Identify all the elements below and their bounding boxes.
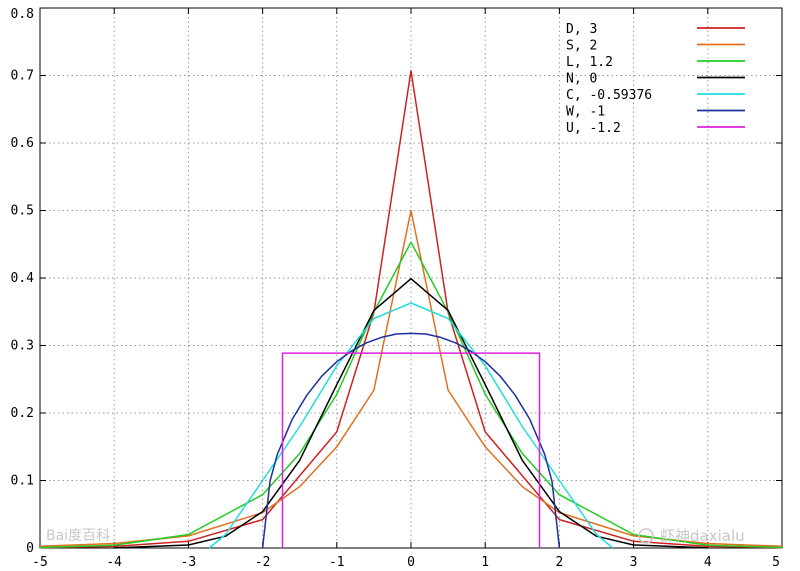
x-tick-label: 5 <box>772 555 780 570</box>
series-line-2 <box>39 241 783 549</box>
y-tick-label: 0.4 <box>11 271 35 286</box>
y-tick-label: 0.1 <box>11 474 34 489</box>
x-tick-label: 1 <box>481 555 489 570</box>
y-tick-label: 0.8 <box>11 7 34 22</box>
y-tick-label: 0.2 <box>11 406 34 421</box>
series-line-6 <box>281 352 541 548</box>
watermark-text: 虾神daxialu <box>660 527 745 545</box>
legend-label: W, -1 <box>566 105 605 120</box>
series-line-0 <box>39 70 783 549</box>
x-tick-label: -3 <box>181 555 197 570</box>
y-tick-label: 0 <box>26 541 34 556</box>
x-tick-label: -5 <box>32 555 48 570</box>
x-tick-label: 3 <box>630 555 638 570</box>
series-line-3 <box>114 277 708 549</box>
x-tick-label: -2 <box>255 555 271 570</box>
series-line-1 <box>39 209 783 548</box>
y-tick-label: 0.6 <box>11 136 34 151</box>
series-line-4 <box>208 302 614 549</box>
legend-label: L, 1.2 <box>566 55 613 70</box>
x-tick-label: 4 <box>704 555 712 570</box>
legend-label: S, 2 <box>566 39 597 54</box>
legend-label: U, -1.2 <box>566 121 621 136</box>
legend-label: C, -0.59376 <box>566 88 652 103</box>
y-tick-label: 0.7 <box>11 69 34 84</box>
wechat-icon <box>638 528 654 544</box>
x-tick-label: 2 <box>555 555 563 570</box>
legend-label: N, 0 <box>566 72 597 87</box>
x-tick-label: 0 <box>407 555 415 570</box>
watermark-text: Bai度百科 <box>46 528 110 544</box>
x-tick-label: -4 <box>106 555 122 570</box>
y-tick-label: 0.3 <box>11 339 34 354</box>
x-tick-label: -1 <box>329 555 345 570</box>
y-tick-label: 0.5 <box>11 204 34 219</box>
legend-label: D, 3 <box>566 22 597 37</box>
series-line-5 <box>261 332 561 549</box>
